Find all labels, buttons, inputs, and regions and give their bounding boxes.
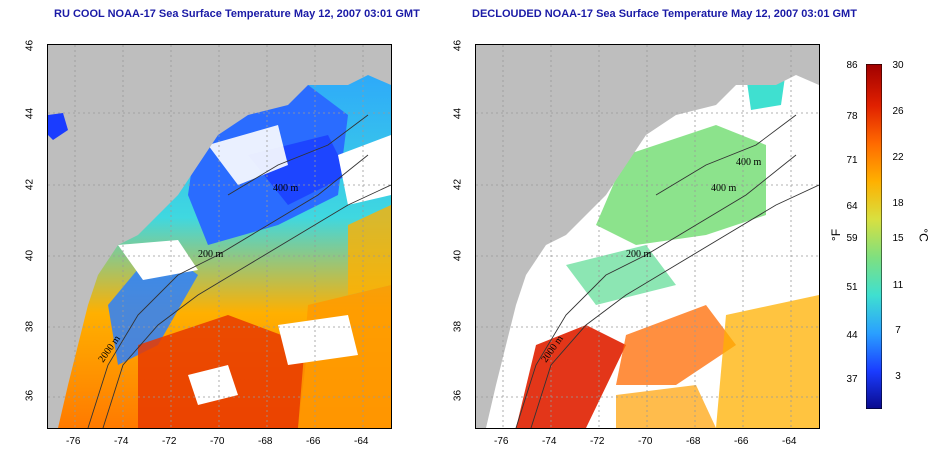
cloud-mask (338, 135, 391, 205)
y-tick: 40 (24, 249, 36, 262)
contour-label: 200 m (198, 249, 224, 260)
y-tick: 36 (452, 389, 464, 402)
y-tick: 44 (24, 107, 36, 120)
x-tick: -74 (114, 436, 129, 447)
cloud-mask (278, 315, 358, 365)
fahrenheit-unit-label: °F (829, 228, 844, 242)
y-tick: 36 (24, 389, 36, 402)
celsius-unit-label: °C (916, 228, 931, 242)
x-tick: -76 (66, 436, 81, 447)
left-sst-map: 400 m 200 m 2000 m (47, 44, 392, 429)
celsius-tick: 7 (895, 325, 901, 336)
y-tick: 46 (452, 39, 464, 52)
contour-label: 400 m (273, 183, 299, 194)
fahrenheit-tick: 44 (846, 330, 858, 341)
fahrenheit-tick: 64 (846, 201, 858, 212)
x-tick: -68 (686, 436, 701, 447)
bathymetry-contours (515, 114, 819, 428)
x-tick: -72 (162, 436, 177, 447)
x-tick: -76 (494, 436, 509, 447)
right-map-graphic: 400 m 400 m 200 m 2000 m (476, 45, 819, 428)
sst-cold-patch (108, 245, 198, 365)
y-tick: 46 (24, 39, 36, 52)
sst-shelf-patch (566, 245, 676, 305)
cloud-mask (118, 240, 198, 280)
y-tick: 40 (452, 249, 464, 262)
celsius-tick: 18 (892, 198, 904, 209)
x-tick: -66 (306, 436, 321, 447)
y-tick: 38 (452, 320, 464, 333)
lat-lon-grid (476, 45, 819, 428)
celsius-tick: 3 (895, 371, 901, 382)
left-map-title: RU COOL NOAA-17 Sea Surface Temperature … (54, 8, 420, 20)
fahrenheit-tick: 59 (846, 233, 858, 244)
sst-warm-patch (348, 205, 391, 295)
celsius-tick: 30 (892, 60, 904, 71)
bathymetry-contours (87, 114, 391, 428)
sst-warm-patch (616, 385, 716, 428)
cloud-mask (208, 125, 288, 185)
y-tick: 44 (452, 107, 464, 120)
celsius-tick: 26 (892, 106, 904, 117)
cold-water-spot (48, 113, 68, 140)
lat-lon-grid (48, 45, 391, 428)
x-tick: -66 (734, 436, 749, 447)
x-tick: -64 (782, 436, 797, 447)
fahrenheit-tick: 86 (846, 60, 858, 71)
sst-warm-patch (516, 325, 626, 428)
right-map-title: DECLOUDED NOAA-17 Sea Surface Temperatur… (472, 8, 857, 20)
contour-label: 400 m (711, 183, 737, 194)
y-tick: 42 (452, 178, 464, 191)
x-tick: -72 (590, 436, 605, 447)
right-sst-map: 400 m 400 m 200 m 2000 m (475, 44, 820, 429)
y-tick: 42 (24, 178, 36, 191)
x-tick: -70 (638, 436, 653, 447)
sst-warm-patch (616, 305, 736, 385)
left-map-graphic: 400 m 200 m 2000 m (48, 45, 391, 428)
fahrenheit-tick: 78 (846, 111, 858, 122)
fahrenheit-tick: 51 (846, 282, 858, 293)
celsius-tick: 22 (892, 152, 904, 163)
colorbar-gradient (866, 64, 882, 409)
sst-warm-patch (716, 295, 819, 428)
x-tick: -68 (258, 436, 273, 447)
x-tick: -70 (210, 436, 225, 447)
celsius-tick: 15 (892, 233, 904, 244)
x-tick: -64 (354, 436, 369, 447)
fahrenheit-tick: 37 (846, 374, 858, 385)
contour-label: 400 m (736, 157, 762, 168)
land-mass (476, 45, 819, 428)
fahrenheit-tick: 71 (846, 155, 858, 166)
cloud-mask (188, 365, 238, 405)
x-tick: -74 (542, 436, 557, 447)
land-mass (48, 45, 391, 428)
contour-label: 200 m (626, 249, 652, 260)
celsius-tick: 11 (892, 280, 904, 291)
y-tick: 38 (24, 320, 36, 333)
